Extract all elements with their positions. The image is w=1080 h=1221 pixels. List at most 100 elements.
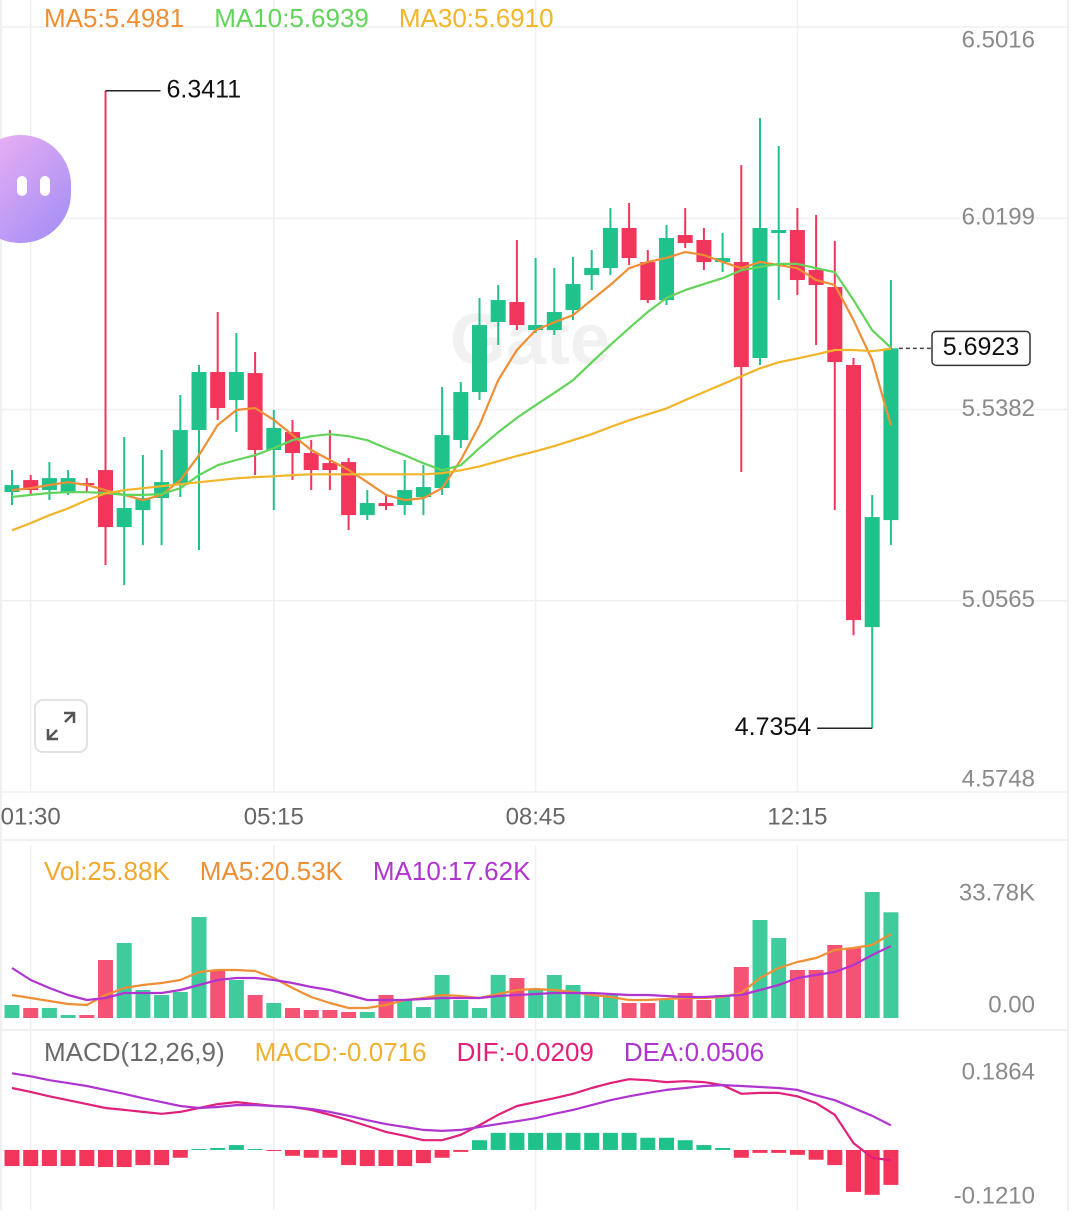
candle-body [359,503,375,516]
candle-body [696,240,712,263]
x-tick-label: 08:45 [506,803,566,830]
x-tick-label: 12:15 [767,803,827,830]
bar [4,1149,20,1167]
candle-body [846,365,861,621]
bar [60,1015,76,1018]
plot-area: 01:30 05:15 08:45 12:15 6.5016 6.0199 5.5382 5.… [0,0,1068,1210]
bar [172,1149,188,1158]
candle-body [397,490,413,506]
line-series [11,250,892,502]
candle-body [771,230,787,234]
bubble-shape[interactable] [0,135,71,243]
bar [154,995,170,1018]
legend-item: MACD(12,26,9) [44,1037,225,1067]
bar [434,1149,450,1158]
line-series [11,347,892,532]
candle-body [415,487,431,498]
candle-body [602,228,618,269]
bar [434,974,450,1018]
bar [191,1148,207,1150]
bar [752,919,768,1018]
line-series [11,933,892,1010]
legend-item: MA10:5.6939 [214,3,369,33]
y-tick-label: 5.5382 [962,395,1035,422]
bar [584,1132,600,1150]
bar [864,1149,880,1195]
bar [659,1137,674,1150]
bar [715,995,731,1018]
line-series [11,1072,892,1132]
bar [789,969,805,1018]
candle-body [584,268,600,276]
bar [472,1007,487,1018]
legend-item: MA10:17.62K [373,856,531,886]
bar [546,974,562,1018]
bar [41,1149,57,1167]
candle-body [191,372,207,431]
bar [621,1003,637,1018]
bar [135,990,151,1018]
bar [98,1149,113,1168]
x-tick-label: 05:15 [244,803,304,830]
bar [528,1132,544,1150]
candle-body [733,262,749,368]
bar [696,999,712,1018]
bar [415,1007,431,1018]
bar [771,938,787,1018]
candle-body [472,325,487,393]
high-label: 6.3411 [167,75,242,103]
bar [303,1149,319,1158]
legend-item: DEA:0.0506 [624,1037,764,1067]
bar [528,990,544,1018]
bar [789,1149,805,1155]
bar [771,1149,787,1153]
y-tick-label: 4.5748 [962,765,1035,792]
y-tick-label: 5.0565 [962,586,1035,613]
bar [303,1009,319,1018]
bar [715,1148,731,1150]
candle-body [322,463,338,471]
y-tick-label: 0.1864 [962,1058,1035,1085]
bar [453,999,469,1018]
bar [191,917,207,1018]
bar [285,1007,300,1018]
candle-body [247,373,263,451]
bar [266,1149,282,1151]
bar [397,999,413,1018]
bar [60,1149,76,1167]
y-tick-label: 0.00 [988,991,1035,1018]
bar [397,1149,413,1167]
candle-body [4,485,20,493]
bar [359,1149,375,1167]
expand-icon [46,711,76,741]
candle-body [303,453,319,471]
bar [341,1011,357,1018]
expand-frame[interactable] [34,699,88,753]
line-series [11,945,892,1002]
bar [285,1149,300,1156]
bar [640,1003,656,1018]
bar [733,1149,749,1158]
x-tick-label: 01:30 [1,803,61,830]
bar [359,1011,375,1018]
legend-item: MA5:20.53K [200,856,344,886]
bar [808,969,824,1018]
bar [4,1005,20,1018]
bar [210,969,226,1018]
candle-body [210,372,226,409]
candle-body [659,238,674,301]
line-series [11,262,892,498]
bar [883,912,899,1018]
bar [79,1015,95,1018]
bar [322,1149,338,1158]
expand-button[interactable] [34,699,88,753]
bubble-eye [17,176,27,196]
bar [228,980,244,1018]
bar [172,992,188,1018]
candle-body [228,372,244,401]
bar [808,1149,824,1160]
assistant-bubble[interactable] [0,135,71,243]
candle-body [453,392,469,441]
candle-body [640,262,656,301]
bar [453,1149,469,1152]
